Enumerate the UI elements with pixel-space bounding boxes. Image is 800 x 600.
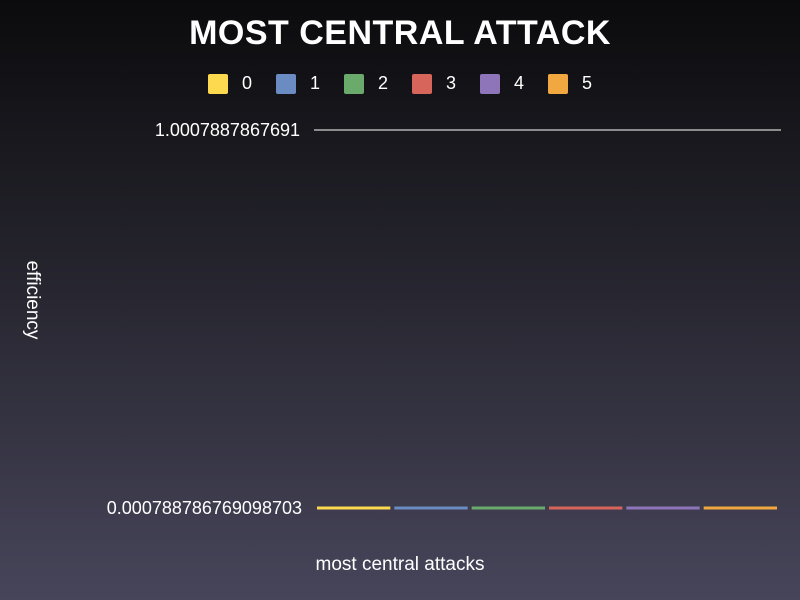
- legend-swatch-3: [412, 73, 432, 94]
- chart-title: MOST CENTRAL ATTACK: [189, 14, 611, 52]
- legend-label-3: 3: [446, 73, 457, 93]
- legend-label-0: 0: [241, 73, 252, 93]
- bar-series-0[interactable]: [317, 506, 391, 510]
- bars-group: [317, 506, 777, 510]
- bar-series-1[interactable]: [394, 506, 468, 510]
- bar-series-2[interactable]: [471, 506, 545, 510]
- bar-series-5[interactable]: [703, 506, 777, 510]
- legend-label-4: 4: [514, 73, 525, 93]
- x-axis-title: most central attacks: [316, 554, 485, 575]
- legend-label-2: 2: [377, 73, 388, 93]
- legend-item-1[interactable]: 1: [275, 73, 320, 94]
- y-tick-label-top: 1.0007887867691: [155, 120, 300, 140]
- legend-label-1: 1: [309, 73, 320, 93]
- y-axis-title: efficiency: [22, 261, 43, 340]
- bar-series-3[interactable]: [549, 506, 623, 510]
- legend-item-5[interactable]: 5: [548, 73, 592, 94]
- legend-item-4[interactable]: 4: [480, 73, 524, 94]
- bar-series-4[interactable]: [626, 506, 700, 510]
- legend-item-2[interactable]: 2: [343, 73, 388, 94]
- legend-swatch-4: [480, 73, 501, 94]
- y-tick-label-bottom: 0.000788786769098703: [107, 498, 302, 518]
- legend-swatch-0: [207, 73, 228, 94]
- legend-item-0[interactable]: 0: [207, 73, 252, 94]
- legend: 0 1 2 3 4 5: [0, 73, 800, 94]
- legend-swatch-2: [343, 73, 364, 94]
- legend-swatch-1: [275, 73, 296, 94]
- legend-label-5: 5: [582, 73, 593, 93]
- legend-swatch-5: [548, 73, 569, 94]
- legend-item-3[interactable]: 3: [412, 73, 456, 94]
